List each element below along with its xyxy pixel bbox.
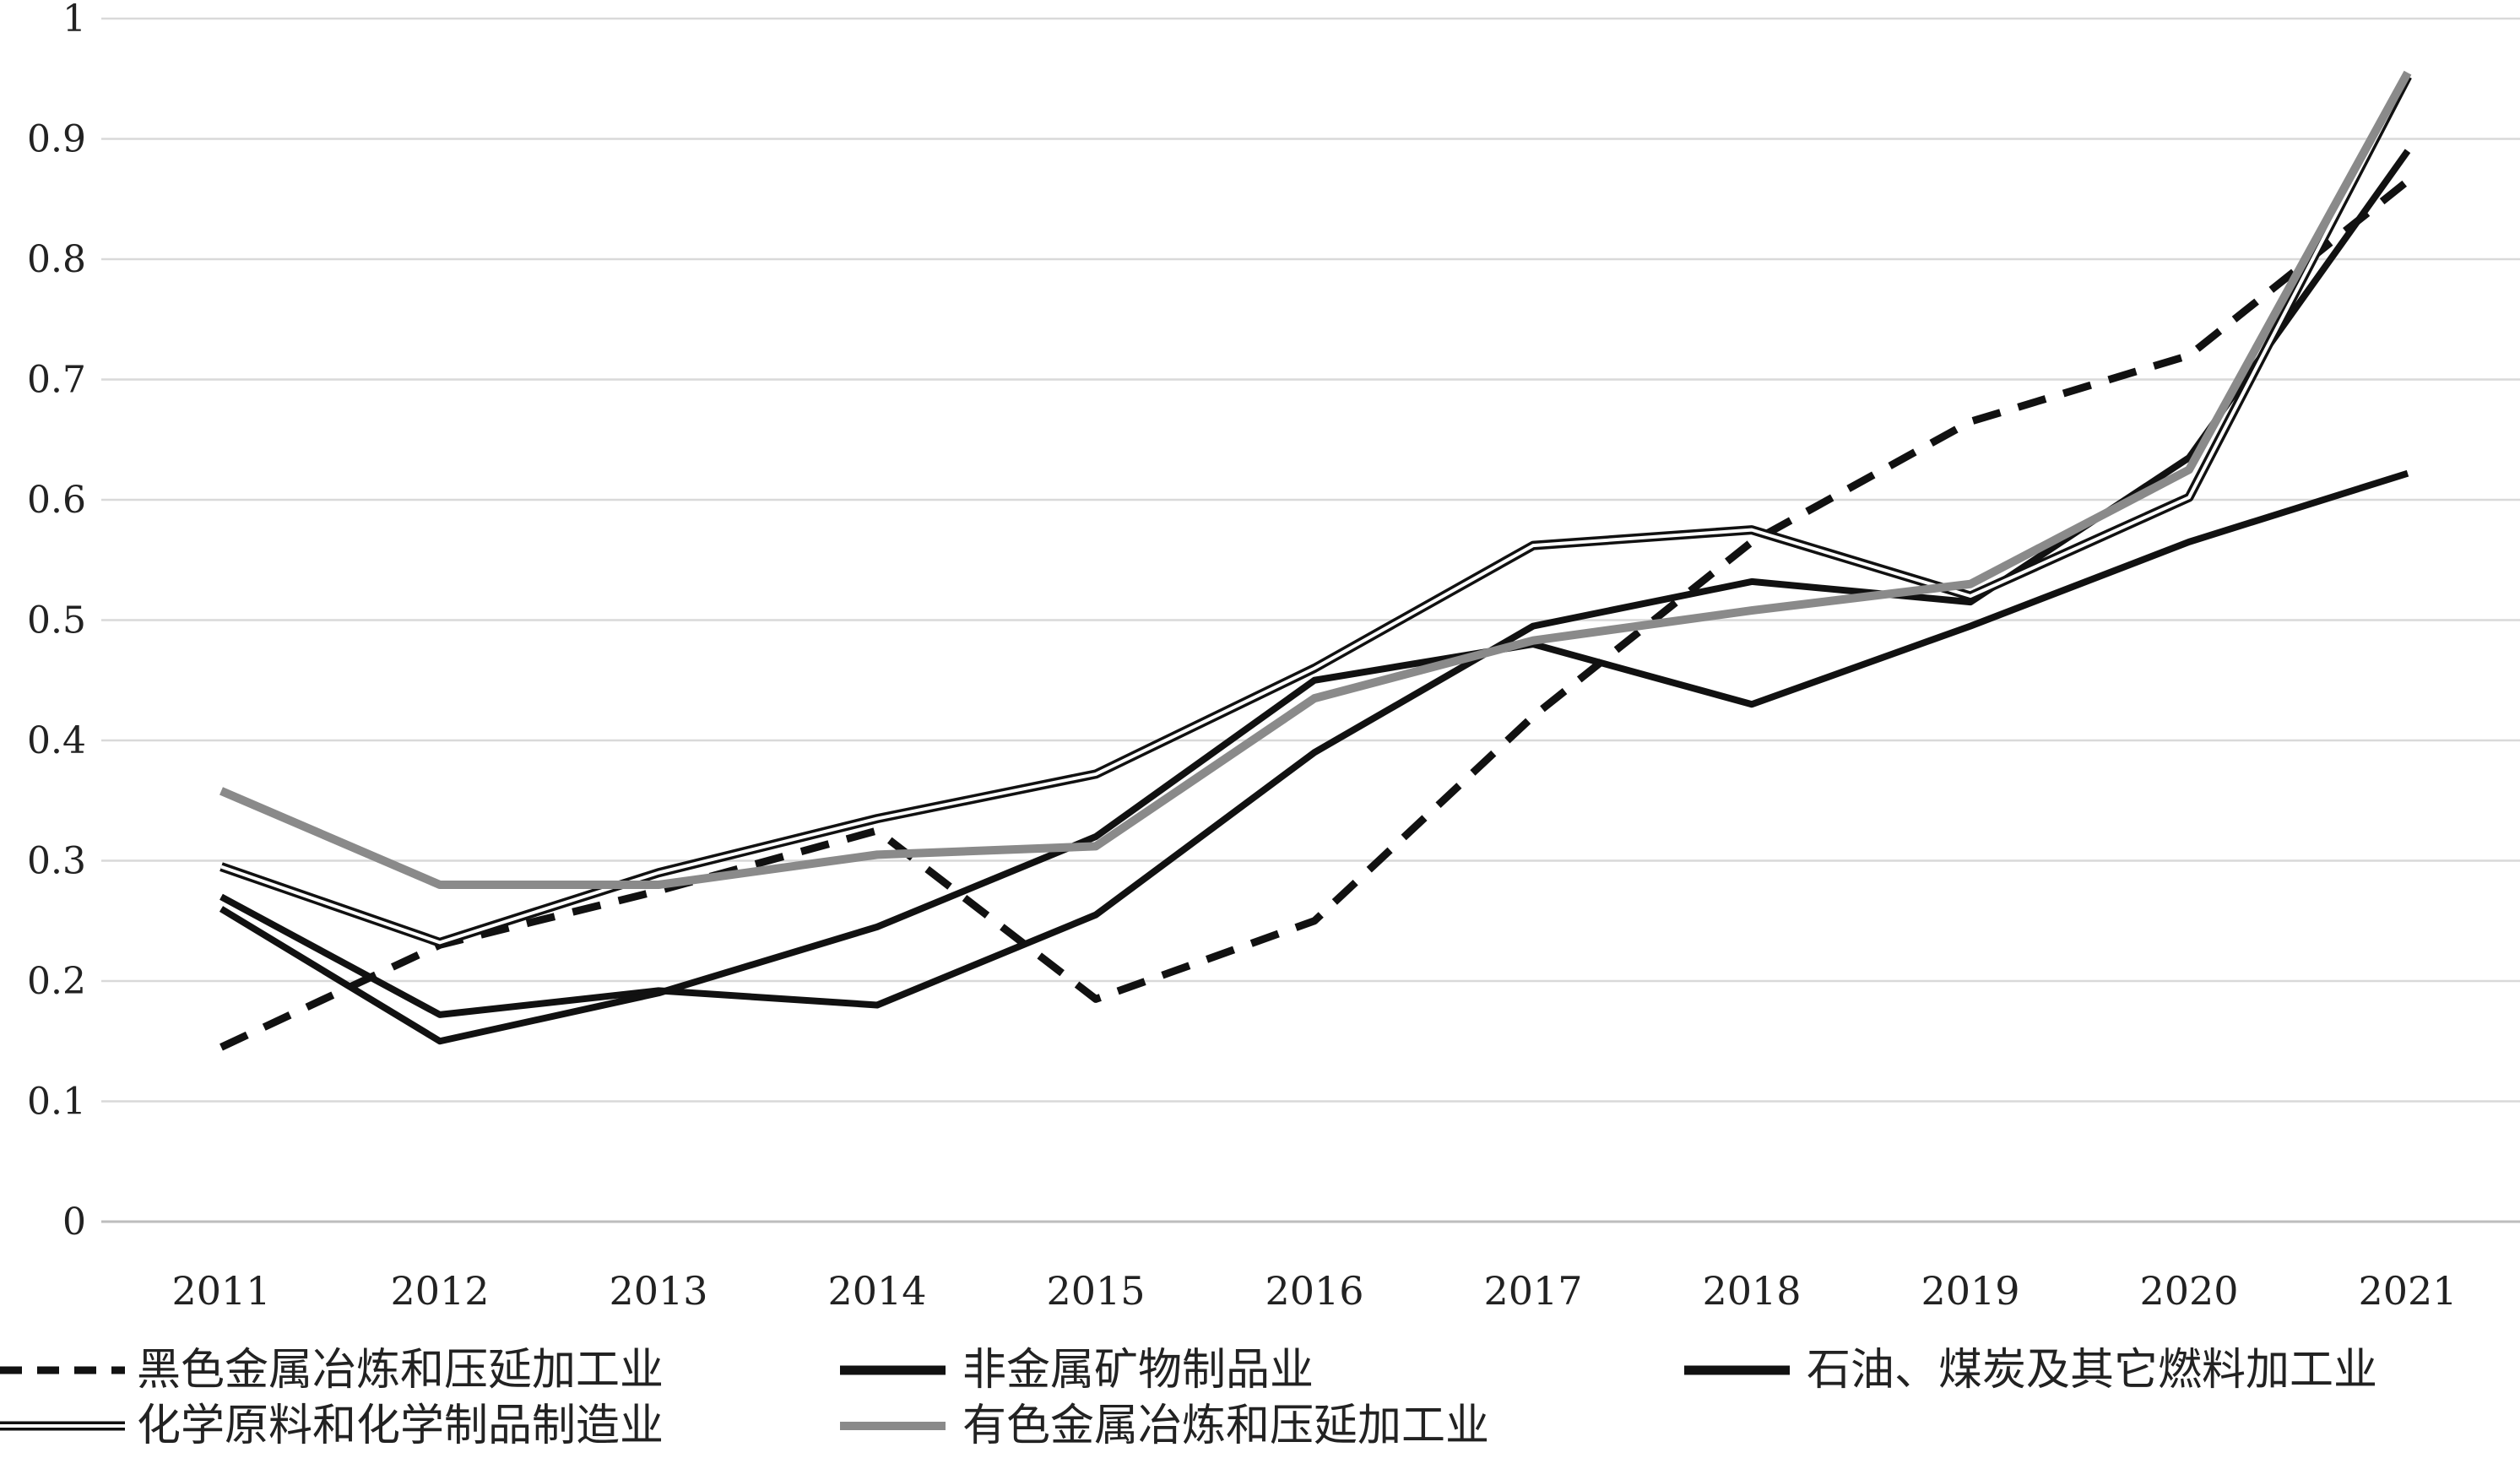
y-tick-label: 0.8	[27, 238, 86, 281]
y-tick-label: 0	[62, 1201, 86, 1244]
legend-item-1: 黑色金属冶炼和压延加工业	[0, 1345, 664, 1396]
x-tick-label: 2013	[609, 1268, 707, 1314]
y-tick-label: 0.5	[27, 599, 86, 642]
series-line-5	[221, 73, 2408, 885]
y-tick-label: 0.2	[27, 960, 86, 1003]
x-tick-label: 2020	[2139, 1268, 2238, 1314]
x-tick-label: 2011	[171, 1268, 270, 1314]
y-axis: 0 0.1 0.2 0.3 0.4 0.5 0.6 0.7 0.8 0.9 1	[27, 0, 86, 1244]
series-line-4	[221, 76, 2408, 942]
legend-item-2: 非金属矿物制品业	[840, 1345, 1314, 1396]
y-tick-label: 1	[62, 0, 86, 41]
x-tick-label: 2021	[2358, 1268, 2457, 1314]
x-tick-label: 2018	[1702, 1268, 1801, 1314]
legend-label: 非金属矿物制品业	[962, 1345, 1314, 1396]
x-tick-label: 2014	[827, 1268, 926, 1314]
x-tick-label: 2016	[1265, 1268, 1363, 1314]
x-tick-label: 2017	[1483, 1268, 1582, 1314]
legend-label: 黑色金属冶炼和压延加工业	[137, 1345, 664, 1396]
legend-label: 有色金属冶炼和压延加工业	[962, 1401, 1489, 1451]
series-line-3	[221, 474, 2408, 1042]
y-tick-label: 0.1	[27, 1081, 86, 1124]
legend: 黑色金属冶炼和压延加工业 非金属矿物制品业 石油、煤炭及其它燃料加工业化学原料和化学…	[0, 1345, 2377, 1451]
series-line-1	[221, 181, 2408, 1047]
x-tick-label: 2015	[1046, 1268, 1145, 1314]
legend-item-5: 有色金属冶炼和压延加工业	[840, 1401, 1489, 1451]
legend-label: 化学原料和化学制品制造业	[137, 1401, 664, 1451]
y-tick-label: 0.4	[27, 719, 86, 762]
y-tick-label: 0.6	[27, 479, 86, 522]
gridlines	[101, 19, 2520, 1222]
y-tick-label: 0.3	[27, 840, 86, 883]
legend-item-4: 化学原料和化学制品制造业	[0, 1401, 664, 1451]
x-tick-label: 2012	[390, 1268, 489, 1314]
x-axis: 2011 2012 2013 2014 2015 2016 2017 2018 2019 2020…	[171, 1268, 2457, 1314]
legend-item-3: 石油、煤炭及其它燃料加工业	[1684, 1345, 2377, 1396]
x-tick-label: 2019	[1921, 1268, 2019, 1314]
y-tick-label: 0.7	[27, 359, 86, 402]
y-tick-label: 0.9	[27, 118, 86, 161]
legend-label: 石油、煤炭及其它燃料加工业	[1807, 1345, 2377, 1396]
series-lines	[221, 73, 2408, 1047]
